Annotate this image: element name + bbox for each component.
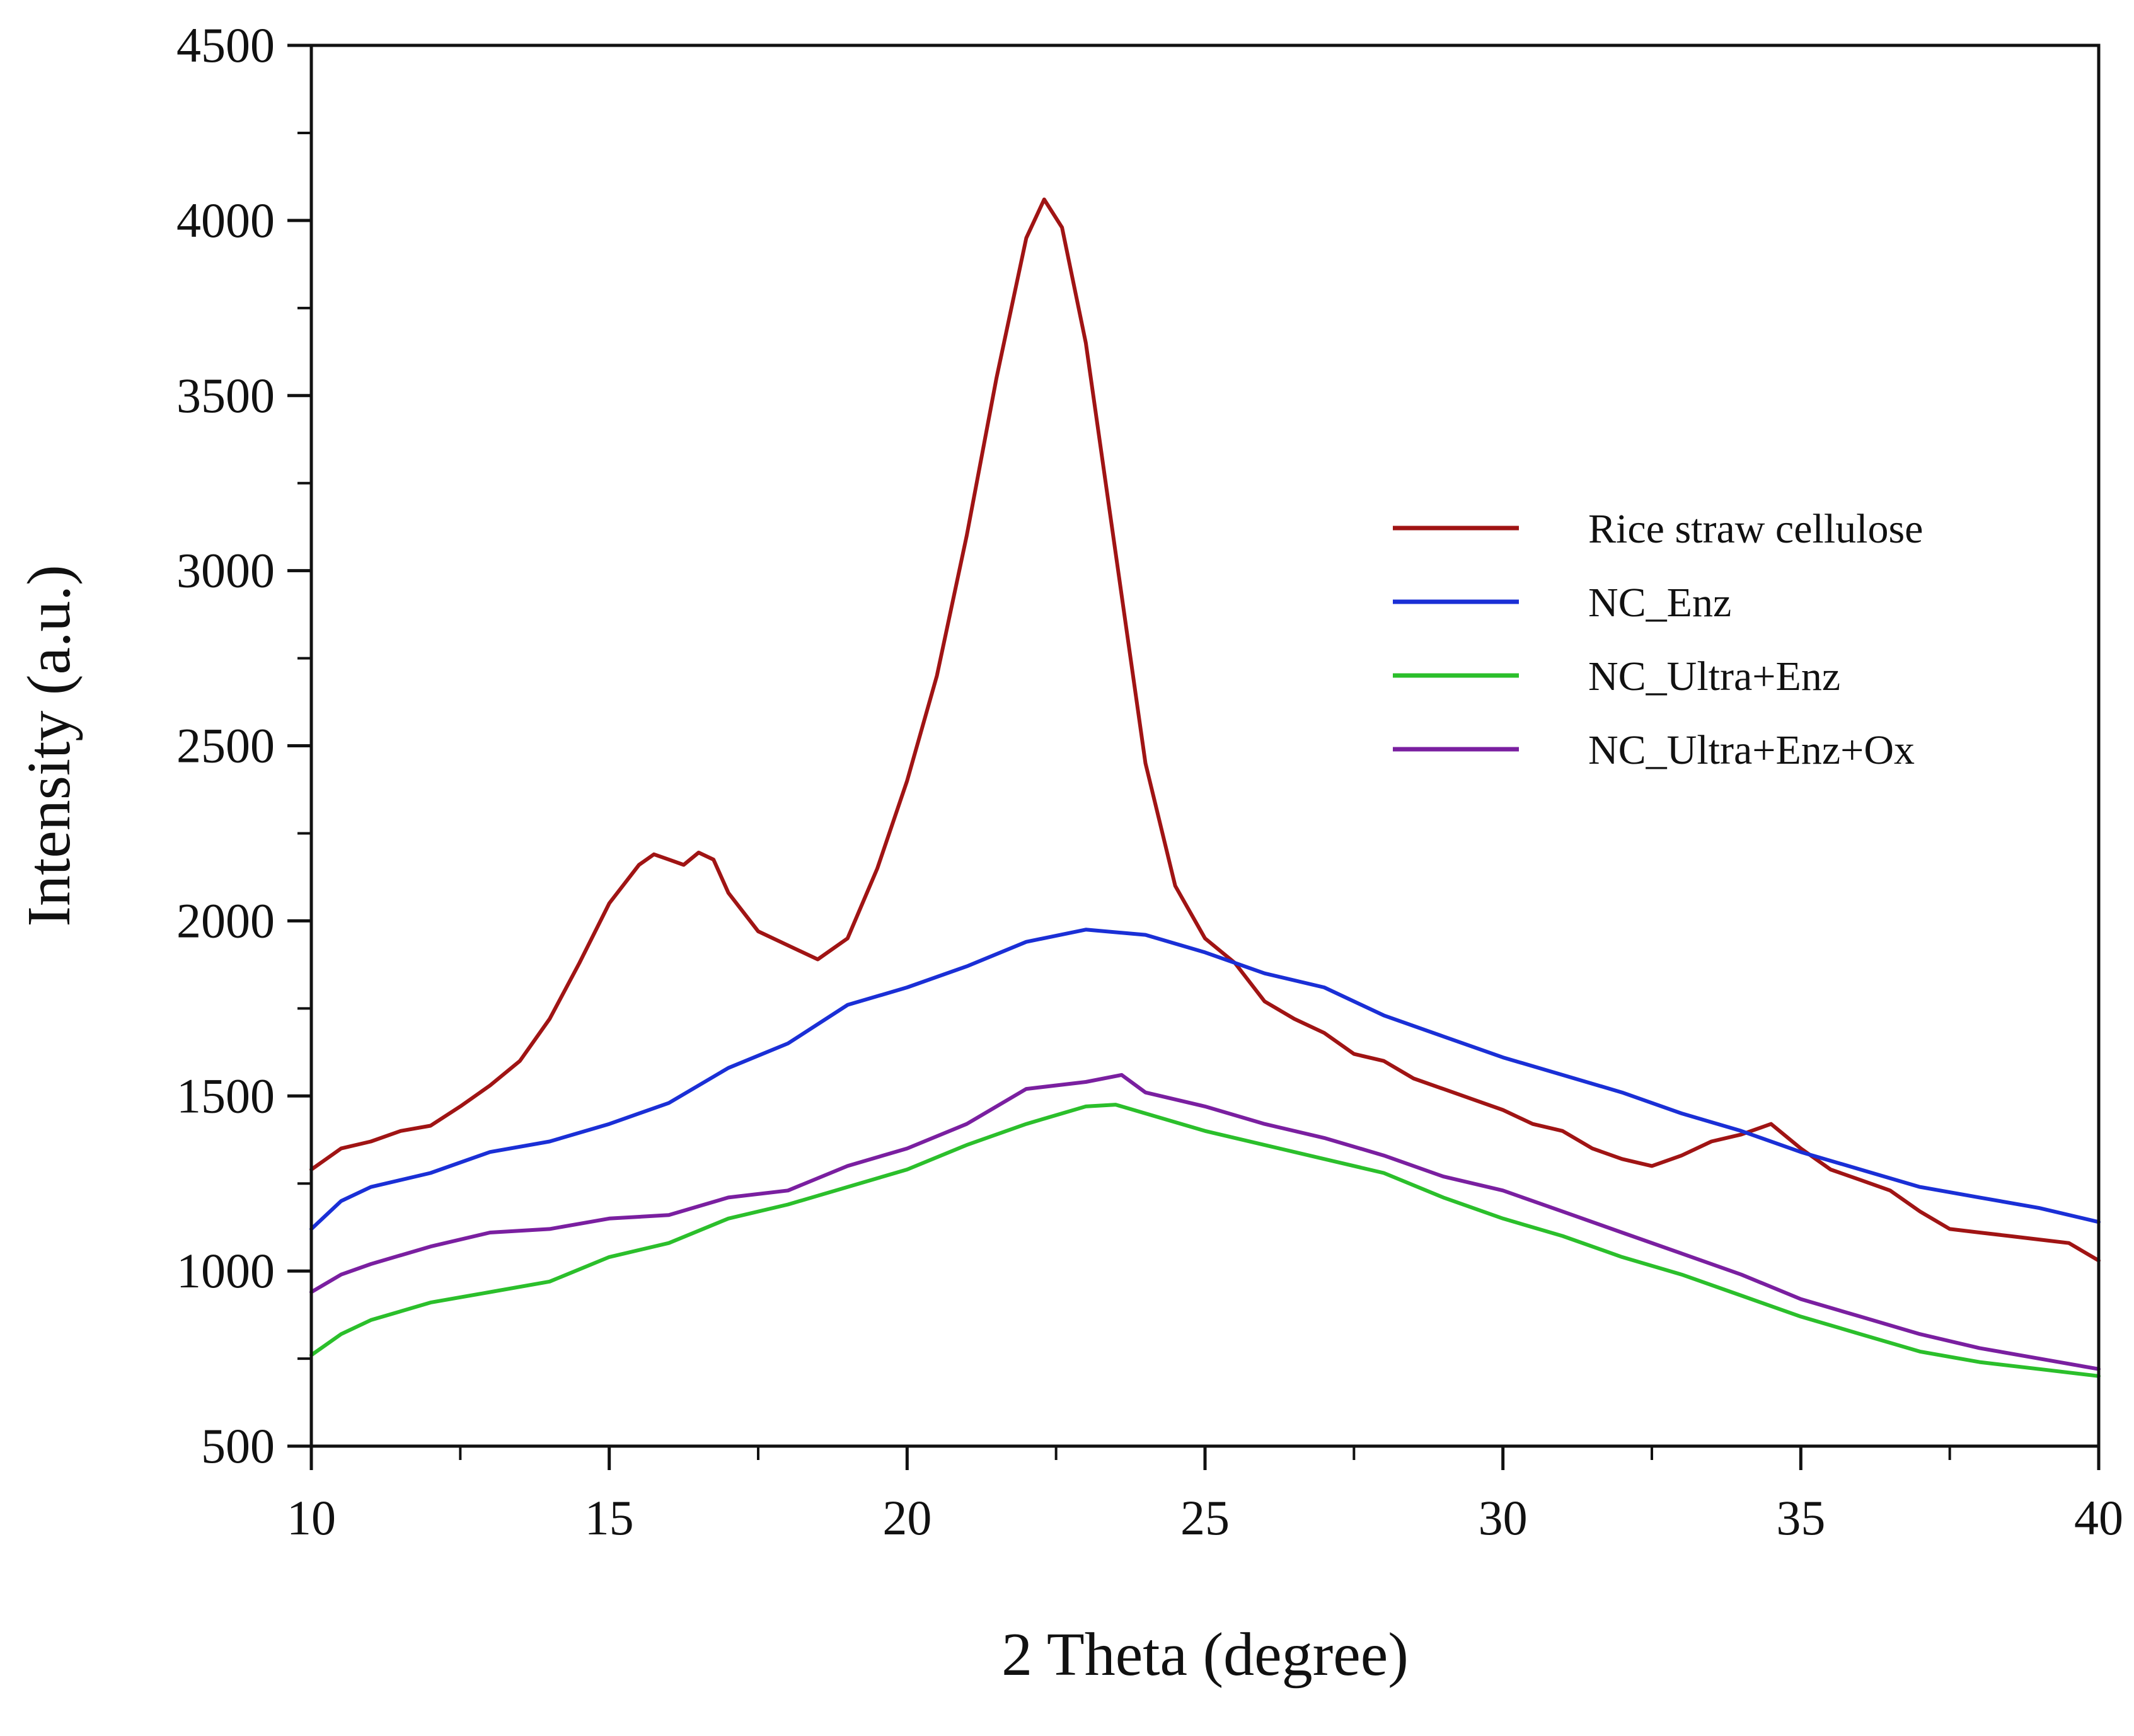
x-tick-label: 25 bbox=[1180, 1490, 1230, 1545]
x-tick-label: 30 bbox=[1479, 1490, 1528, 1545]
y-tick-label: 3000 bbox=[176, 543, 275, 598]
y-tick-label: 500 bbox=[201, 1418, 275, 1473]
y-tick-label: 4000 bbox=[176, 193, 275, 248]
series-line-rice-straw-cellulose bbox=[309, 197, 2101, 1263]
legend-label-nc-ultra-enz: NC_Ultra+Enz bbox=[1588, 653, 1840, 699]
x-tick-label: 15 bbox=[585, 1490, 634, 1545]
y-tick-label: 1000 bbox=[176, 1243, 275, 1298]
x-tick-label: 35 bbox=[1776, 1490, 1825, 1545]
x-tick-label: 40 bbox=[2074, 1490, 2123, 1545]
ticks-layer: 10 15 20 25 30 35 40 500 1000 1500 2000 2500 3000 350… bbox=[176, 18, 2123, 1545]
legend: Rice straw cellulose NC_Enz NC_Ultra+Enz NC… bbox=[1393, 506, 1923, 773]
y-tick-label: 3500 bbox=[176, 368, 275, 423]
y-tick-label: 2000 bbox=[176, 893, 275, 948]
series-line-nc-ultra-enz bbox=[309, 1103, 2101, 1378]
x-tick-label: 20 bbox=[882, 1490, 931, 1545]
legend-label-nc-ultra-enz-ox: NC_Ultra+Enz+Ox bbox=[1588, 727, 1915, 773]
x-axis-title: 2 Theta (degree) bbox=[1001, 1621, 1409, 1689]
plot-frame bbox=[309, 43, 2101, 1448]
x-tick-label: 10 bbox=[287, 1490, 336, 1545]
y-tick-label: 4500 bbox=[176, 18, 275, 72]
series-line-nc-enz bbox=[309, 928, 2101, 1231]
y-axis-title: Intensity (a.u.) bbox=[15, 565, 83, 926]
series-line-nc-ultra-enz-ox bbox=[309, 1072, 2101, 1371]
series-layer bbox=[309, 197, 2101, 1378]
y-tick-label: 1500 bbox=[176, 1068, 275, 1123]
legend-label-rice-straw-cellulose: Rice straw cellulose bbox=[1588, 506, 1923, 552]
legend-label-nc-enz: NC_Enz bbox=[1588, 580, 1731, 626]
y-tick-label: 2500 bbox=[176, 718, 275, 773]
